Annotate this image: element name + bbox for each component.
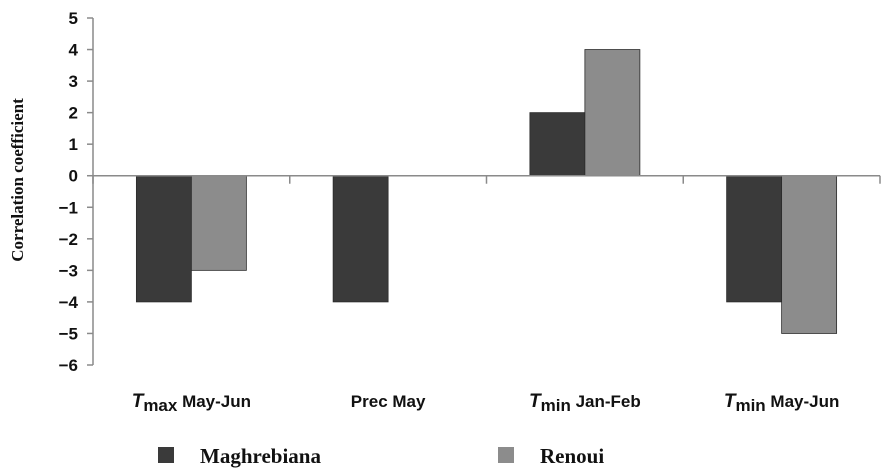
bar-renoui-0 bbox=[190, 175, 247, 271]
category-labels: Tmax May-Jun Prec May Tmin Jan-Feb Tmin May… bbox=[132, 391, 840, 415]
bar-renoui-2 bbox=[584, 49, 641, 177]
bar-maghrebiana-0 bbox=[135, 175, 192, 303]
legend: Maghrebiana Renoui bbox=[158, 444, 604, 468]
y-tick-label: 3 bbox=[69, 72, 78, 91]
legend-swatch-maghrebiana bbox=[158, 447, 174, 463]
y-tick-label: 2 bbox=[69, 104, 78, 123]
bar-maghrebiana-3 bbox=[726, 175, 783, 303]
bar-maghrebiana-2 bbox=[529, 112, 586, 177]
y-tick-label: −1 bbox=[59, 198, 78, 217]
y-tick-label: 1 bbox=[69, 135, 78, 154]
bars bbox=[135, 49, 838, 334]
y-tick-label: −6 bbox=[59, 356, 78, 375]
x-category-label: Tmin May-Jun bbox=[724, 391, 840, 415]
y-axis-ticks: 5 4 3 2 1 0 −1 −2 −3 −4 −5 −6 bbox=[59, 9, 79, 375]
x-category-label: Prec May bbox=[351, 392, 426, 411]
y-tick-label: 0 bbox=[69, 167, 78, 186]
y-tick-label: −3 bbox=[59, 261, 78, 280]
legend-swatch-renoui bbox=[498, 447, 514, 463]
x-category-label: Tmax May-Jun bbox=[132, 391, 251, 415]
y-tick-label: 4 bbox=[69, 41, 79, 60]
y-tick-label: −2 bbox=[59, 230, 78, 249]
y-axis-label: Correlation coefficient bbox=[8, 98, 27, 262]
x-category-label: Tmin Jan-Feb bbox=[529, 391, 641, 415]
y-tick-label: −5 bbox=[59, 324, 78, 343]
bar-renoui-3 bbox=[781, 175, 838, 334]
bar-maghrebiana-1 bbox=[332, 175, 389, 303]
axes bbox=[87, 17, 881, 366]
y-tick-label: 5 bbox=[69, 9, 78, 28]
legend-label-renoui: Renoui bbox=[540, 444, 604, 468]
y-tick-label: −4 bbox=[59, 293, 79, 312]
legend-label-maghrebiana: Maghrebiana bbox=[200, 444, 321, 468]
